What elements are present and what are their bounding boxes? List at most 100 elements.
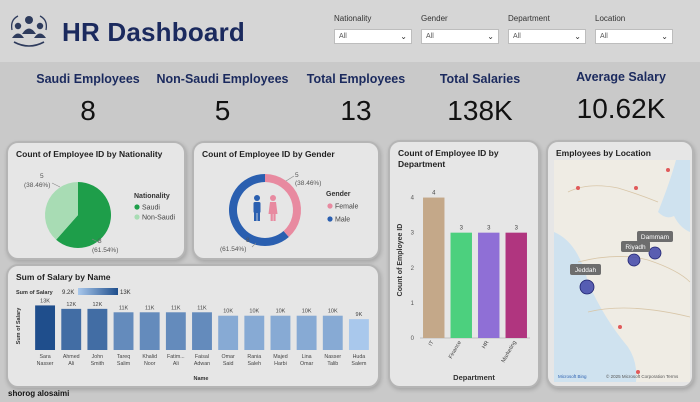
map-bubble-jeddah[interactable] — [579, 279, 595, 295]
location-map[interactable]: Dammam Riyadh Jeddah Microsoft Bing © 20… — [548, 142, 694, 388]
bar-marketing[interactable] — [505, 232, 527, 338]
x-tick-label-first: John — [92, 354, 104, 360]
salary-bar[interactable] — [244, 315, 265, 350]
x-tick-label-first: Faisal — [195, 354, 209, 360]
salary-bar[interactable] — [296, 315, 317, 350]
filter-department-value: All — [513, 33, 521, 40]
bar-value-label: 3 — [487, 226, 491, 232]
nationality-pie: 5 (38.46%) 8 (61.54%) Nationality Saudi … — [24, 173, 176, 254]
nationality-chart-card[interactable]: Count of Employee ID by Nationality 5 (3… — [6, 141, 186, 260]
filter-nationality-label: Nationality — [334, 14, 372, 23]
department-bar-chart: Count of Employee ID Department 0 1 2 3 4 4 IT… — [397, 191, 530, 382]
x-tick-label: Finance — [448, 340, 463, 360]
filter-nationality-select[interactable]: All ⌄ — [334, 29, 412, 44]
y-tick-label: 2 — [411, 266, 415, 272]
bar-value-label: 13K — [40, 298, 50, 304]
filter-nationality: Nationality All ⌄ — [334, 14, 412, 44]
legend-swatch-non-saudi — [134, 214, 140, 220]
bar-value-label: 10K — [223, 309, 233, 315]
donut-slice-male — [228, 174, 289, 246]
filter-gender-value: All — [426, 33, 434, 40]
pie-slice-non-saudi — [45, 182, 78, 240]
kpi-value: 8 — [80, 95, 96, 126]
kpi-label: Average Salary — [576, 70, 666, 84]
gender-chart-card[interactable]: Count of Employee ID by Gender 5 (38.46%… — [192, 141, 380, 260]
salary-bar[interactable] — [61, 308, 82, 350]
salary-bar[interactable] — [322, 315, 343, 350]
map-label-jeddah: Jeddah — [575, 267, 597, 274]
salary-bar[interactable] — [113, 312, 134, 350]
gradient-legend-min: 9.2K — [62, 290, 74, 296]
filter-gender-label: Gender — [421, 14, 448, 23]
map-bubble-dammam[interactable] — [648, 246, 662, 260]
chart-title: Sum of Salary by Name — [16, 272, 111, 282]
filter-nationality-value: All — [339, 33, 347, 40]
x-tick-label-first: Fatim... — [167, 354, 185, 360]
map-label-dammam: Dammam — [641, 234, 669, 241]
bar-value-label: 12K — [66, 302, 76, 308]
x-tick-label-first: Ahmed — [63, 354, 80, 360]
gradient-legend-max: 13K — [120, 290, 131, 296]
kpi-label: Total Salaries — [439, 72, 521, 86]
filter-location: Location All ⌄ — [595, 14, 673, 44]
y-axis-label: Sum of Salary — [16, 307, 22, 345]
chart-title: Count of Employee ID by Gender — [202, 149, 335, 159]
bar-it[interactable] — [423, 197, 445, 338]
chart-title: Employees by Location — [556, 148, 651, 158]
pie-slice-saudi — [56, 182, 112, 249]
slice-label: 8 — [98, 238, 102, 245]
location-map-card[interactable]: Employees by Location Dammam Riyadh Jedd… — [546, 140, 694, 388]
chevron-down-icon: ⌄ — [574, 32, 581, 41]
x-axis-label: Department — [453, 373, 495, 382]
kpi-total-salaries: Total Salaries 138K — [420, 72, 540, 127]
y-tick-label: 3 — [411, 231, 415, 237]
y-axis-label: Count of Employee ID — [397, 224, 404, 297]
chevron-down-icon: ⌄ — [400, 32, 407, 41]
filter-gender: Gender All ⌄ — [421, 14, 499, 44]
salary-bar[interactable] — [35, 305, 56, 350]
salary-chart-card[interactable]: Sum of Salary by Name Sum of Salary 9.2K… — [6, 264, 380, 388]
bar-value-label: 3 — [515, 226, 519, 232]
map-bubble-riyadh[interactable] — [627, 253, 641, 267]
salary-bar[interactable] — [218, 315, 239, 350]
kpi-value: 13 — [340, 95, 372, 126]
bar-value-label: 10K — [276, 309, 286, 315]
x-tick-label-first: Nasser — [324, 354, 341, 360]
legend-label-non-saudi: Non-Saudi — [142, 215, 176, 222]
bar-hr[interactable] — [478, 232, 500, 338]
legend-label-male: Male — [335, 217, 350, 224]
author-name: shorog alosaimi — [8, 389, 70, 398]
salary-bar[interactable] — [192, 312, 212, 350]
x-tick-label-first: Sara — [39, 354, 50, 360]
x-tick-label-second: Omar — [300, 361, 313, 367]
bar-value-label: 11K — [171, 305, 181, 311]
x-tick-label-second: Salem — [351, 361, 367, 367]
department-chart-card[interactable]: Count of Employee ID by Department Count… — [388, 140, 540, 388]
x-tick-label: IT — [428, 339, 436, 347]
filter-location-select[interactable]: All ⌄ — [595, 29, 673, 44]
filter-gender-select[interactable]: All ⌄ — [421, 29, 499, 44]
filter-department-select[interactable]: All ⌄ — [508, 29, 586, 44]
salary-bar[interactable] — [165, 312, 186, 350]
kpi-band: Saudi Employees 8 Non-Saudi Employees 5 … — [0, 66, 700, 138]
map-gulf — [658, 160, 690, 232]
x-tick-label-second: Noor — [144, 361, 156, 367]
bar-finance[interactable] — [450, 232, 472, 338]
x-tick-label-second: Said — [223, 361, 234, 367]
kpi-label: Non-Saudi Employees — [156, 72, 289, 86]
salary-bar[interactable] — [270, 315, 291, 350]
x-tick-label: HR — [481, 340, 490, 350]
page-title: HR Dashboard — [62, 17, 245, 47]
y-tick-label: 1 — [411, 301, 415, 307]
salary-bar[interactable] — [139, 312, 160, 350]
salary-bar[interactable] — [348, 319, 369, 350]
bar-value-label: 10K — [249, 309, 259, 315]
x-tick-label-first: Majed — [273, 354, 287, 360]
legend-swatch-female — [327, 203, 333, 209]
x-tick-label-second: Talib — [327, 361, 338, 367]
bar-value-label: 11K — [197, 305, 207, 311]
salary-bar[interactable] — [87, 308, 108, 350]
kpi-total-employees: Total Employees 13 — [296, 72, 416, 127]
bar-value-label: 12K — [92, 302, 102, 308]
slice-percent: (61.54%) — [220, 246, 246, 253]
